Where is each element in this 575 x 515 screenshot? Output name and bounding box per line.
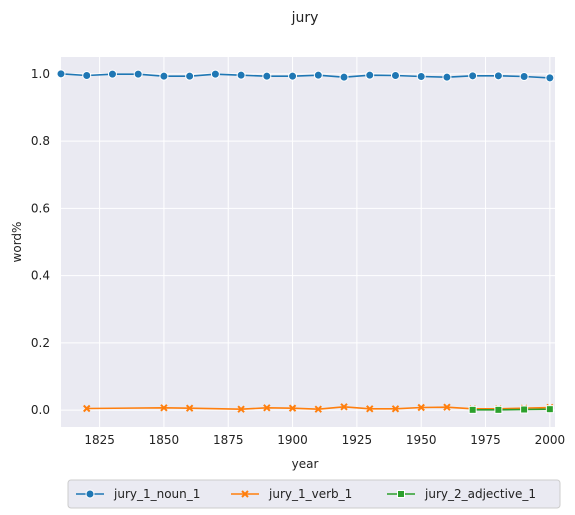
y-tick-label: 0.6 <box>31 201 50 215</box>
data-point <box>107 69 117 79</box>
data-point <box>545 73 555 83</box>
legend-item: jury_1_noun_1 <box>76 487 200 501</box>
data-point <box>83 404 91 413</box>
data-point <box>520 405 529 414</box>
x-axis-label: year <box>292 457 319 471</box>
legend-box <box>67 479 561 509</box>
legend-item: jury_1_verb_1 <box>231 487 352 501</box>
x-tick-label: 1900 <box>277 433 308 447</box>
data-point <box>160 404 168 412</box>
y-tick-label: 1.0 <box>31 67 50 81</box>
data-point <box>288 71 298 81</box>
data-point <box>210 69 220 79</box>
x-axis-ticks: 1825 1850 1875 1900 1925 1950 1975 2000 <box>84 433 565 447</box>
data-point <box>339 72 349 82</box>
x-tick-label: 1975 <box>470 433 501 447</box>
data-point <box>288 404 297 412</box>
data-point <box>468 405 477 414</box>
legend: jury_1_noun_1 jury_1_verb_1 jury_2_adjecti… <box>67 479 561 509</box>
legend-label: jury_2_adjective_1 <box>424 487 536 501</box>
x-tick-label: 2000 <box>535 433 566 447</box>
legend-label: jury_1_verb_1 <box>268 487 352 501</box>
data-point <box>159 71 169 81</box>
chart-title: jury <box>291 10 319 26</box>
data-point <box>185 404 194 412</box>
data-point <box>390 71 400 80</box>
y-axis-ticks: 0.0 0.2 0.4 0.6 0.8 1.0 <box>31 67 50 417</box>
data-point <box>263 404 271 412</box>
data-point <box>417 403 425 412</box>
series-line <box>86 405 550 411</box>
data-point <box>340 403 348 411</box>
series-layer <box>56 69 555 414</box>
data-point <box>442 72 452 82</box>
series-jury_2_adjective_1 <box>468 405 554 414</box>
data-point <box>56 69 66 79</box>
data-point <box>313 70 323 80</box>
x-tick-label: 1925 <box>342 433 373 447</box>
data-point <box>185 71 195 81</box>
data-point <box>314 405 322 413</box>
data-point <box>133 69 143 79</box>
y-tick-label: 0.4 <box>31 269 50 283</box>
y-tick-label: 0.0 <box>31 403 50 417</box>
x-tick-label: 1875 <box>213 433 244 447</box>
plot-area <box>61 57 555 427</box>
data-point <box>416 72 426 82</box>
data-point <box>85 489 95 499</box>
data-point <box>494 405 503 414</box>
legend-item: jury_2_adjective_1 <box>387 487 536 501</box>
data-point <box>391 405 400 413</box>
x-tick-label: 1950 <box>406 433 437 447</box>
series-line <box>472 408 550 411</box>
data-point <box>236 70 246 80</box>
series-jury_1_noun_1 <box>56 69 555 83</box>
y-tick-label: 0.8 <box>31 134 50 148</box>
y-axis-label: word% <box>10 222 24 263</box>
x-tick-label: 1850 <box>149 433 180 447</box>
data-point <box>241 490 249 498</box>
y-tick-label: 0.2 <box>31 336 50 350</box>
data-point <box>397 490 405 498</box>
data-point <box>443 403 451 411</box>
data-point <box>468 71 478 81</box>
data-point <box>493 71 503 81</box>
data-point <box>545 405 554 414</box>
data-point <box>519 72 529 82</box>
x-tick-label: 1825 <box>84 433 115 447</box>
data-point <box>262 71 272 81</box>
data-point <box>237 405 245 413</box>
data-point <box>365 70 375 80</box>
data-point <box>82 71 92 80</box>
data-point <box>366 405 374 413</box>
legend-label: jury_1_noun_1 <box>113 487 200 501</box>
